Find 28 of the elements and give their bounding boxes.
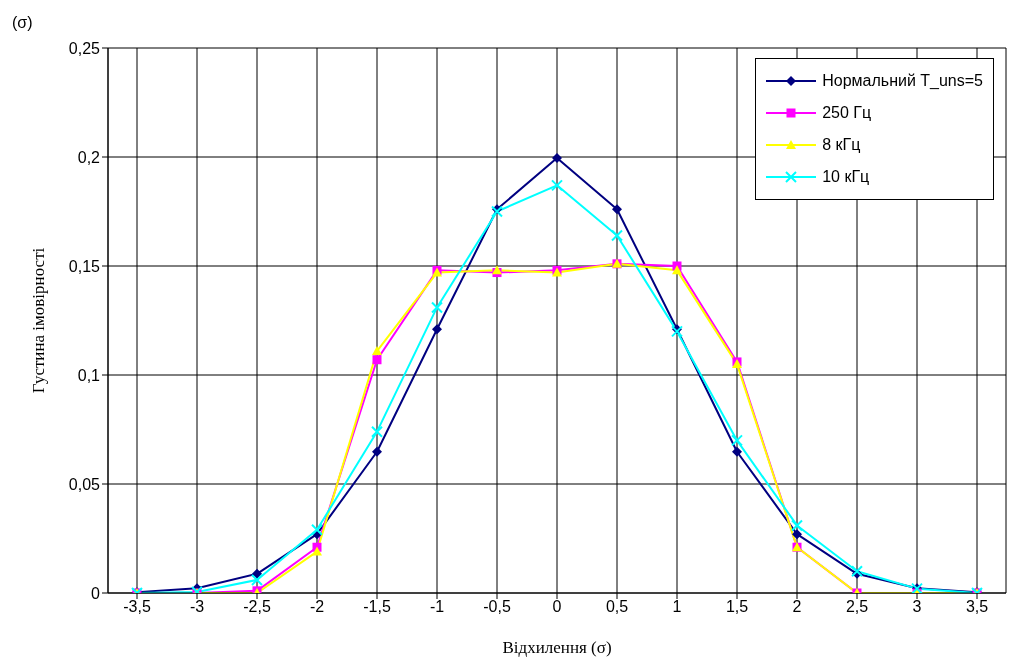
- y-tick-label: 0,1: [77, 366, 101, 384]
- x-tick-label: 2: [792, 598, 802, 616]
- x-tick-label: 0,5: [605, 598, 629, 616]
- x-axis-title: Відхилення (σ): [502, 638, 612, 657]
- x-tick-label: -2,5: [243, 598, 271, 616]
- x-tick-label: 0: [552, 598, 562, 616]
- x-tick-label: 3: [912, 598, 922, 616]
- y-tick-label: 0,2: [77, 148, 101, 166]
- x-tick-label: 2,5: [845, 598, 869, 616]
- x-tick-label: 1,5: [725, 598, 749, 616]
- x-tick-label: 3,5: [965, 598, 989, 616]
- text: (σ): [12, 14, 33, 32]
- legend-label: 8 кГц: [822, 136, 861, 154]
- legend-label: 10 кГц: [822, 168, 870, 186]
- x-tick-label: -0,5: [483, 598, 511, 616]
- x-tick-label: 1: [672, 598, 682, 616]
- y-axis-title: Густина імовірності: [29, 247, 49, 394]
- legend-label: 250 Гц: [822, 104, 872, 122]
- legend-label: Нормальний T_uns=5: [822, 72, 983, 90]
- x-tick-label: -2: [309, 598, 325, 616]
- y-tick-label: 0,25: [68, 39, 101, 57]
- x-tick-label: -3,5: [123, 598, 151, 616]
- y-tick-label: 0,05: [68, 475, 101, 493]
- x-tick-label: -3: [189, 598, 205, 616]
- y-tick-label: 0: [91, 584, 101, 602]
- y-tick-label: 0,15: [68, 257, 101, 275]
- x-tick-label: -1,5: [363, 598, 391, 616]
- x-tick-label: -1: [429, 598, 445, 616]
